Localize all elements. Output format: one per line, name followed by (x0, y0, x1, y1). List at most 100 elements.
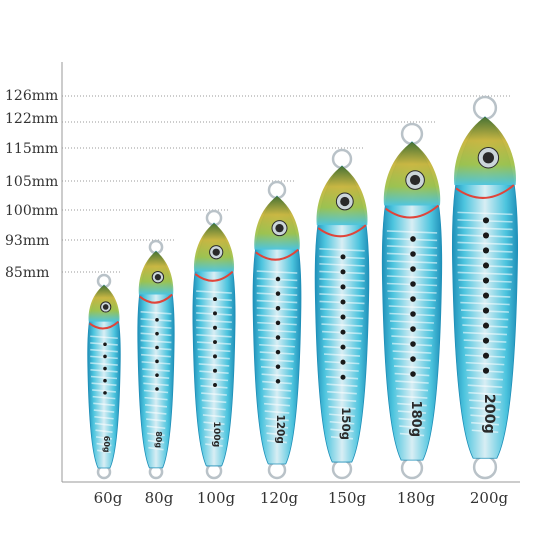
scale-stripe (93, 409, 115, 413)
body-dot (340, 299, 346, 305)
scale-stripe (464, 346, 506, 351)
scale-stripe (200, 384, 228, 389)
scale-stripe (265, 417, 289, 422)
lure: 100g (192, 209, 236, 480)
scale-stripe (147, 432, 165, 437)
body-dot (482, 307, 490, 314)
body-dot (103, 391, 107, 395)
body-dot (340, 314, 346, 320)
scale-stripe (391, 335, 433, 339)
size-label: 126mm (5, 88, 58, 104)
scale-stripe (90, 335, 118, 340)
body-dot (410, 296, 416, 302)
split-ring-tail (400, 456, 424, 480)
scale-stripe (465, 361, 505, 366)
weight-label: 200g (470, 489, 509, 507)
scale-stripe (386, 260, 438, 264)
body-dot (410, 356, 416, 362)
scale-stripe (390, 320, 434, 324)
size-label: 85mm (5, 265, 49, 281)
scale-stripe (260, 358, 294, 363)
body-dot (103, 366, 107, 371)
scale-stripe (196, 290, 232, 294)
body-dot (275, 291, 281, 296)
body-dot (213, 311, 217, 316)
body-dot (213, 368, 217, 373)
scale-stripe (322, 338, 362, 342)
body-dot (155, 359, 159, 364)
body-dot (410, 371, 416, 377)
body-dot (155, 345, 159, 350)
scale-stripe (92, 389, 116, 393)
body-dot (340, 374, 346, 380)
body-dot (410, 311, 416, 317)
split-ring-top (400, 122, 424, 146)
body-weight-marking: 120g (274, 414, 286, 443)
body-dot (482, 277, 490, 284)
scale-stripe (146, 425, 166, 430)
scale-stripe (140, 325, 172, 329)
body-weight-marking: 80g (154, 431, 163, 448)
body-dot (275, 306, 281, 311)
scale-stripe (205, 443, 223, 447)
scale-stripe (467, 376, 503, 381)
scale-stripe (144, 403, 168, 408)
pupil (212, 248, 220, 256)
body-dot (340, 254, 346, 260)
gill-stripe (255, 248, 299, 261)
body-dot (103, 342, 107, 347)
body-dot (410, 326, 416, 332)
size-label: 115mm (5, 141, 58, 157)
scale-stripe (457, 256, 513, 261)
scale-stripe (461, 316, 509, 321)
scale-stripe (468, 391, 502, 396)
scale-stripe (256, 314, 298, 319)
body-dot (155, 387, 159, 391)
body-dot (410, 341, 416, 347)
scale-stripe (265, 425, 289, 429)
scale-stripe (142, 375, 170, 379)
scale-stripe (141, 361, 171, 365)
scale-stripe (393, 365, 431, 369)
body-dot (340, 329, 346, 335)
lure: 80g (137, 239, 175, 480)
gill-stripe (88, 320, 120, 330)
scale-stripe (91, 382, 117, 387)
body-dot (482, 217, 490, 224)
scale-stripe (397, 410, 427, 414)
scale-stripe (90, 348, 118, 353)
scale-stripe (199, 377, 229, 382)
pupil (482, 152, 495, 164)
scale-stripe (388, 305, 436, 309)
scale-stripe (94, 422, 114, 427)
scale-stripe (93, 402, 115, 407)
scale-stripe (95, 436, 113, 440)
scale-stripe (266, 432, 288, 436)
scale-stripe (386, 230, 438, 234)
body-dot (213, 354, 217, 359)
scale-stripe (264, 410, 290, 414)
scale-stripe (395, 380, 429, 384)
scale-stripe (261, 373, 293, 378)
scale-stripe (144, 396, 168, 401)
body-dot (340, 284, 346, 290)
scale-stripe (399, 432, 425, 437)
body-dot (275, 335, 281, 340)
scale-stripe (257, 329, 297, 333)
body-dot (340, 269, 346, 275)
scale-stripe (142, 368, 170, 372)
lure-body (87, 284, 121, 469)
scale-stripe (202, 414, 226, 418)
scale-stripe (204, 435, 224, 440)
scale-stripe (399, 425, 425, 429)
scale-stripe (196, 333, 232, 338)
scale-stripe (328, 405, 356, 410)
split-ring-tail (472, 454, 498, 480)
scale-stripe (321, 323, 363, 327)
scale-stripe (327, 398, 357, 403)
body-dot (275, 276, 281, 282)
scale-stripe (467, 384, 503, 388)
body-dot (482, 322, 490, 329)
body-dot (482, 337, 490, 344)
